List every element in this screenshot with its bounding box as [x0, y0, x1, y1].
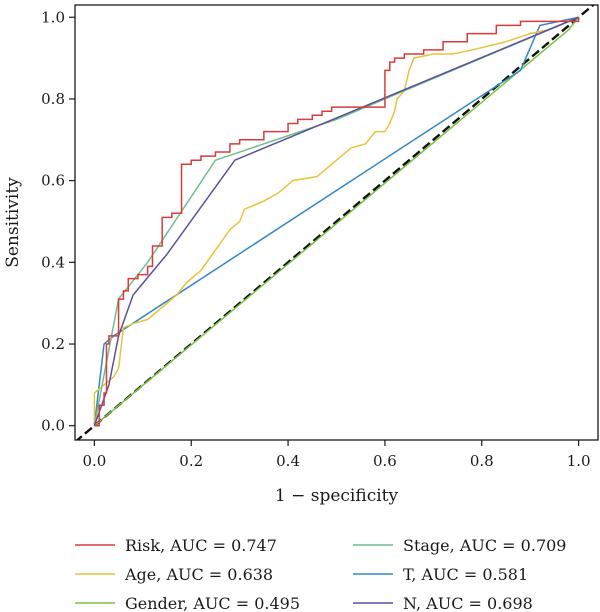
y-axis-title: Sensitivity: [3, 177, 23, 268]
plot-frame: [74, 4, 599, 441]
y-tick-label: 1.0: [41, 8, 65, 26]
x-tick-label: 0.8: [470, 452, 494, 470]
x-tick-label: 0.6: [373, 452, 397, 470]
ticks-layer: 0.0 0.2 0.4 0.6 0.8 1.0 0.0 0.2 0.4 0.6 0.8 1.0: [41, 8, 590, 470]
legend: Risk, AUC = 0.747 Age, AUC = 0.638 Gender,…: [75, 536, 566, 612]
legend-label: Stage, AUC = 0.709: [403, 536, 566, 555]
y-tick-label: 0.4: [41, 253, 65, 271]
y-tick-label: 0.2: [41, 335, 65, 353]
x-axis-title: 1 − specificity: [275, 486, 399, 506]
series-line-1: [93, 16, 579, 426]
x-tick-label: 1.0: [567, 452, 591, 470]
series-layer: [93, 16, 580, 427]
y-tick-label: 0.0: [41, 417, 65, 435]
legend-label: Risk, AUC = 0.747: [125, 536, 277, 555]
legend-label: Age, AUC = 0.638: [124, 565, 273, 584]
series-line-0: [94, 17, 580, 427]
series-line-4: [93, 16, 579, 426]
x-tick-label: 0.4: [276, 452, 300, 470]
legend-label: Gender, AUC = 0.495: [125, 594, 300, 612]
x-tick-label: 0.0: [82, 452, 106, 470]
x-tick-label: 0.2: [179, 452, 203, 470]
y-tick-label: 0.6: [41, 172, 65, 190]
series-line-5: [93, 16, 579, 426]
y-tick-label: 0.8: [41, 90, 65, 108]
legend-label: N, AUC = 0.698: [403, 594, 533, 612]
legend-label: T, AUC = 0.581: [403, 565, 528, 584]
